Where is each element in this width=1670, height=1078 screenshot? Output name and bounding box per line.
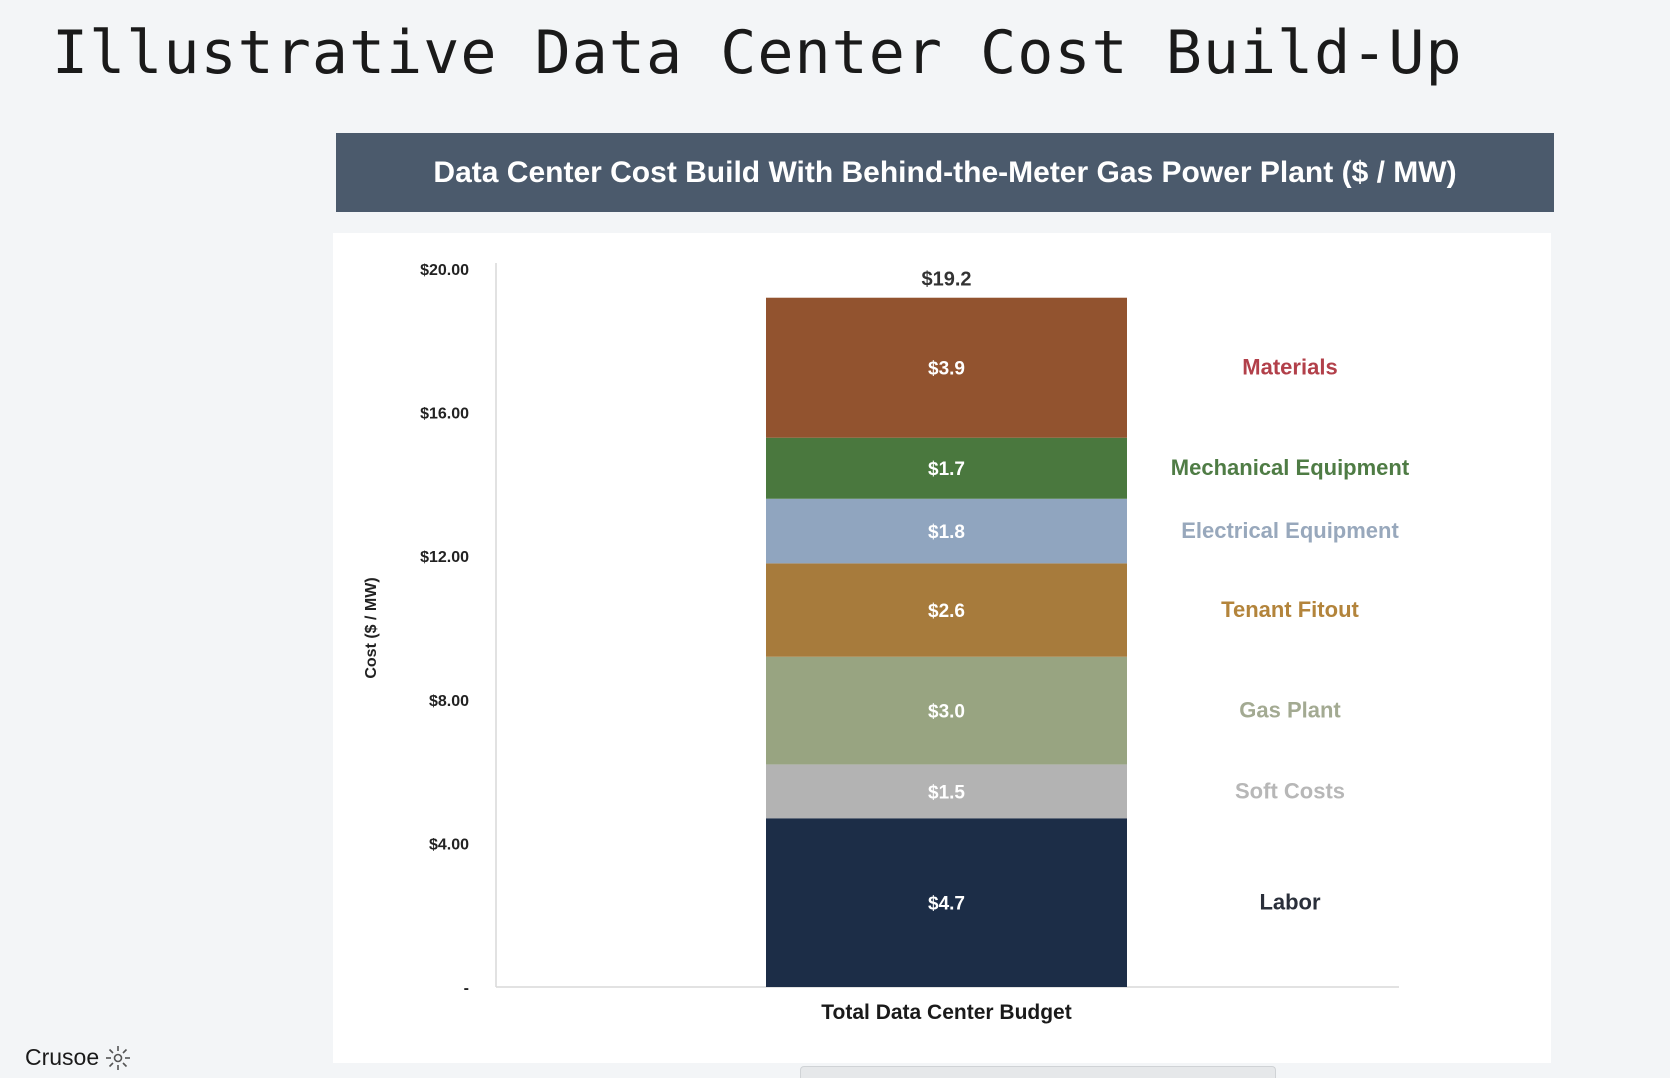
segment-value-label: $2.6 bbox=[928, 601, 965, 622]
y-tick-label: $12.00 bbox=[420, 549, 469, 566]
bar-segment-tenant-fitout bbox=[766, 563, 1127, 657]
legend-label: Materials bbox=[1242, 355, 1337, 380]
chart-panel: - $4.00 $8.00 $12.00 $16.00 $20.00 Cost ($ / M… bbox=[333, 233, 1551, 1063]
chart-title-banner: Data Center Cost Build With Behind-the-M… bbox=[336, 133, 1554, 212]
legend-label: Soft Costs bbox=[1235, 778, 1345, 803]
legend-label: Gas Plant bbox=[1239, 698, 1341, 723]
y-tick-label: $8.00 bbox=[429, 693, 469, 710]
sunburst-icon bbox=[106, 1045, 131, 1070]
bar-segment-mechanical-equipment bbox=[766, 437, 1127, 499]
bar-segment-materials bbox=[766, 297, 1127, 438]
bar-segment-gas-plant bbox=[766, 656, 1127, 765]
y-tick-label: $20.00 bbox=[420, 262, 469, 279]
y-axis-title: Cost ($ / MW) bbox=[363, 577, 380, 678]
segment-value-label: $1.7 bbox=[928, 459, 965, 480]
total-value-label: $19.2 bbox=[921, 269, 971, 291]
segment-value-label: $3.9 bbox=[928, 359, 965, 380]
segment-value-label: $3.0 bbox=[928, 702, 965, 723]
legend-label: Tenant Fitout bbox=[1221, 597, 1359, 622]
brand-name: Crusoe bbox=[25, 1044, 100, 1070]
bar-segment-soft-costs bbox=[766, 764, 1127, 819]
bar-segment-electrical-equipment bbox=[766, 498, 1127, 564]
x-category-label: Total Data Center Budget bbox=[821, 1001, 1071, 1024]
segment-value-label: $4.7 bbox=[928, 894, 965, 915]
bar-segment-labor bbox=[766, 818, 1127, 987]
stacked-bar-chart: - $4.00 $8.00 $12.00 $16.00 $20.00 Cost ($ / M… bbox=[363, 262, 1410, 1024]
y-tick-label: $4.00 bbox=[429, 836, 469, 853]
footer-toolbar bbox=[800, 1066, 1276, 1078]
legend-label: Mechanical Equipment bbox=[1171, 455, 1410, 480]
y-tick-label: $16.00 bbox=[420, 406, 469, 423]
chart-title: Data Center Cost Build With Behind-the-M… bbox=[433, 155, 1457, 189]
legend-label: Electrical Equipment bbox=[1181, 518, 1399, 543]
segment-value-label: $1.5 bbox=[928, 782, 965, 803]
segment-value-label: $1.8 bbox=[928, 522, 965, 543]
page-title: Illustrative Data Center Cost Build-Up bbox=[52, 18, 1463, 88]
brand-logo: Crusoe bbox=[25, 1044, 131, 1071]
legend-label: Labor bbox=[1259, 890, 1321, 915]
y-tick-label: - bbox=[464, 980, 469, 997]
